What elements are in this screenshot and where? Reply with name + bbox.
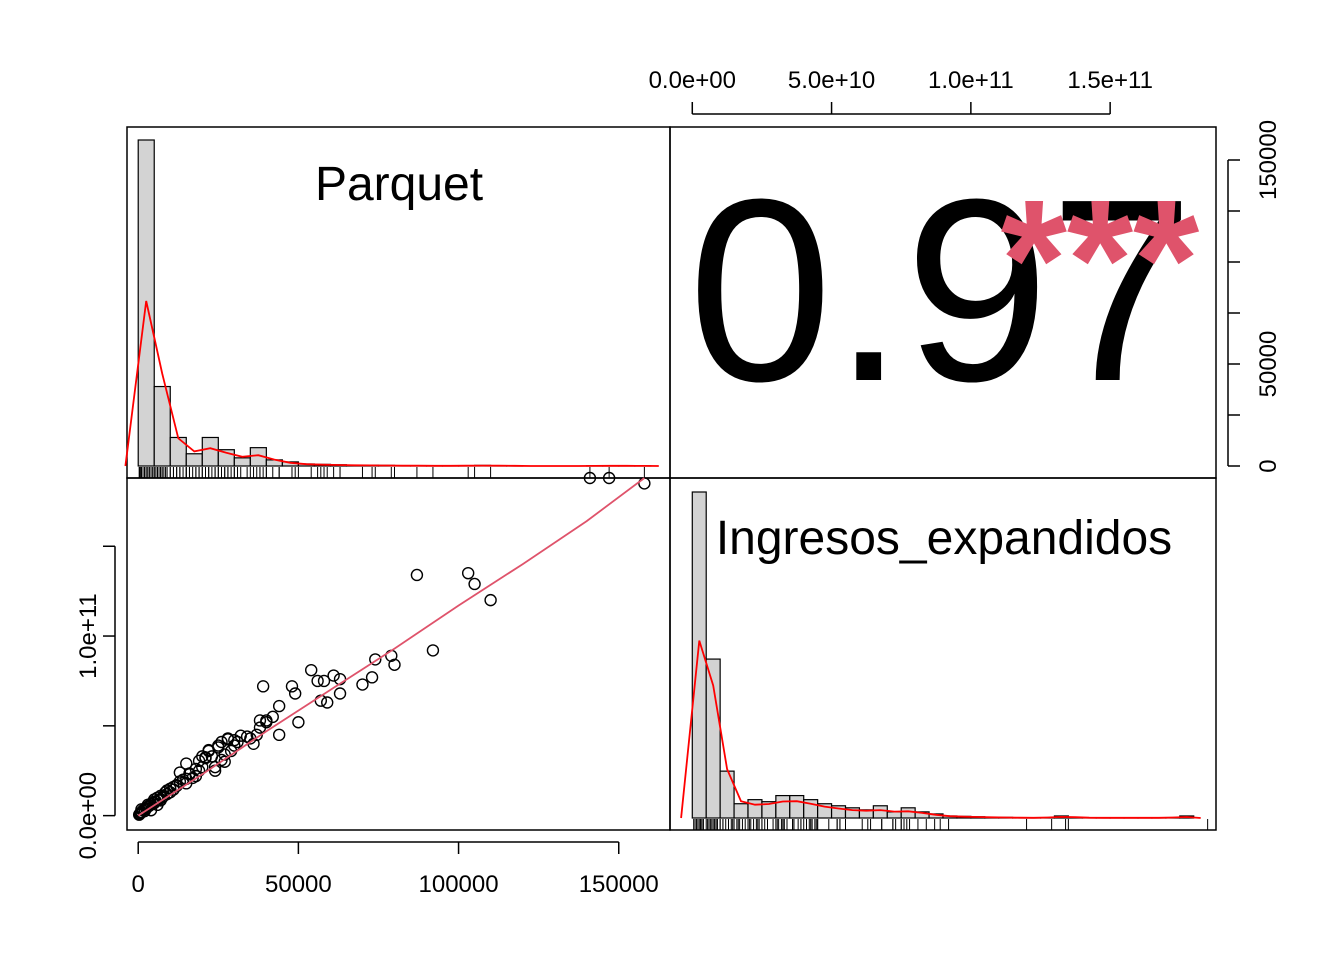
panel-bottom-left (126, 477, 671, 831)
scatter-point (189, 762, 203, 776)
ingresos-histogram-bar (705, 658, 721, 819)
top-axis-tick-label: 0.0e+00 (649, 67, 736, 94)
parquet-histogram-bar (185, 453, 203, 467)
right-axis-tick-label: 0 (1255, 459, 1282, 472)
ingresos-histogram-bar (789, 794, 805, 819)
scatter-point (484, 593, 497, 607)
right-axis-tick-label: 50000 (1255, 331, 1282, 398)
ingresos-histogram-bar (900, 807, 916, 819)
scatter-point (321, 696, 334, 709)
correlation-value: 0.97 (688, 146, 1194, 436)
scatter-panel (132, 471, 651, 821)
scatter-point (183, 767, 196, 780)
ingresos-histogram-bar (775, 794, 791, 819)
parquet-histogram-bar (153, 385, 171, 467)
top-axis-tick-label: 5.0e+10 (788, 67, 875, 94)
scatter-point (602, 471, 616, 485)
ingresos-histogram-density-line (680, 640, 1201, 819)
parquet-histogram-density-line (124, 300, 659, 467)
ingresos-histogram-bar (872, 805, 888, 819)
scatter-point (317, 674, 331, 688)
scatter-point (583, 471, 597, 485)
scatter-point (154, 794, 167, 807)
ingresos-histogram-bar (886, 811, 902, 819)
left-axis-tick-label: 1.0e+11 (75, 593, 102, 679)
significance-stars: *** (1001, 165, 1199, 355)
scatter-point (272, 728, 286, 742)
ingresos-histogram-bar (747, 799, 763, 819)
scatter-point (215, 735, 228, 749)
scatter-point (234, 729, 247, 742)
fit-line (137, 477, 645, 817)
scatter-point (192, 754, 206, 768)
panel-frames (126, 126, 1217, 831)
scatter-point (199, 751, 212, 764)
scatter-point (365, 671, 379, 684)
scatter-point (212, 739, 225, 752)
scatter-point (228, 734, 241, 747)
right-axis-tick-label: 150000 (1255, 120, 1282, 200)
scatter-point (311, 674, 324, 688)
scatter-point (240, 730, 254, 743)
parquet-histogram (124, 139, 659, 478)
scatter-point (285, 680, 299, 693)
top-axis-tick-label: 1.0e+11 (928, 67, 1014, 94)
ingresos-histogram-bar (691, 491, 707, 819)
top-axis-tick-label: 1.5e+11 (1067, 67, 1153, 94)
scatter-point (468, 577, 481, 591)
bottom-axis-tick-label: 0 (132, 871, 145, 898)
panel-bottom-right (669, 477, 1217, 831)
scatter-point (426, 644, 440, 657)
scatter-point (327, 669, 340, 682)
scatter-point (256, 680, 270, 693)
ingresos-histogram (680, 491, 1217, 830)
scatter-point (305, 663, 318, 677)
scatter-point (356, 678, 369, 691)
scatter-point (173, 766, 187, 779)
axes: 0 50000 100000 150000 0.0e+00 5.0e+10 1.0e+11 1… (75, 67, 1282, 898)
scatter-point (369, 653, 382, 666)
bottom-axis-tick-label: 100000 (419, 871, 499, 898)
variable-label-ingresos: Ingresos_expandidos (716, 512, 1172, 565)
scatter-point (292, 716, 305, 729)
bottom-axis-tick-label: 50000 (265, 871, 332, 898)
scatter-point (253, 721, 267, 734)
scatter-point (388, 658, 401, 671)
bottom-axis-tick-label: 150000 (579, 871, 659, 898)
scatter-point (272, 699, 286, 713)
scatter-point (410, 568, 424, 582)
scatter-point (638, 477, 651, 490)
scatter-point (288, 687, 302, 700)
variable-label-parquet: Parquet (315, 158, 483, 211)
ingresos-histogram-bar (733, 803, 749, 819)
parquet-histogram-bar (201, 436, 219, 467)
scatter-point (221, 733, 235, 746)
parquet-histogram-bar (233, 457, 251, 467)
left-axis-tick-label: 0.0e+00 (75, 772, 102, 859)
scatter-point (173, 775, 187, 788)
scatter-point (205, 750, 219, 763)
scatter-point (333, 687, 347, 700)
scatter-point (253, 714, 267, 727)
scatter-point (461, 566, 475, 580)
